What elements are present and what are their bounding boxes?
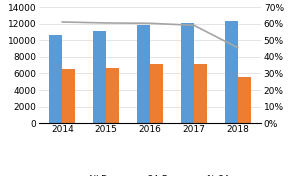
Bar xyxy=(137,25,150,123)
Bar xyxy=(49,35,62,123)
% OA xyxy=(236,47,239,49)
% OA xyxy=(61,21,64,23)
% OA xyxy=(192,24,196,26)
Bar xyxy=(181,23,194,123)
Bar xyxy=(62,69,75,123)
Bar xyxy=(106,68,119,123)
Bar xyxy=(194,64,207,123)
Legend: All Docs, OA Docs, % OA: All Docs, OA Docs, % OA xyxy=(66,171,234,176)
Bar xyxy=(93,31,106,123)
% OA xyxy=(148,22,152,24)
Bar xyxy=(238,77,251,123)
Line: % OA: % OA xyxy=(62,22,238,48)
Bar xyxy=(225,21,238,123)
% OA xyxy=(104,22,108,24)
Bar xyxy=(150,64,163,123)
